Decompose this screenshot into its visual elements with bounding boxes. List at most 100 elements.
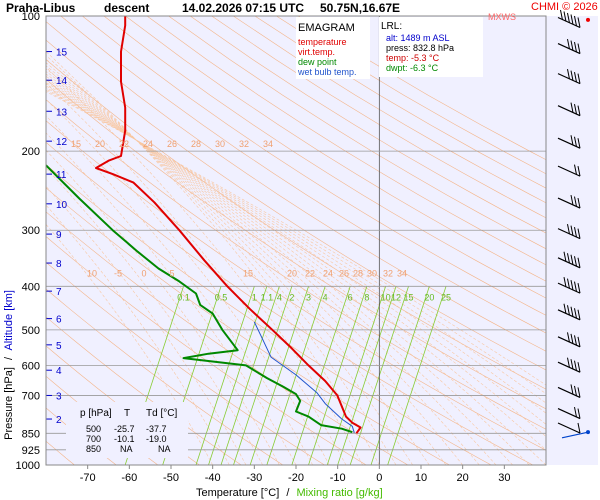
- y-axis-label-pressure: Pressure [hPa]: [3, 367, 15, 440]
- adiabat-label: 15: [243, 268, 253, 278]
- plot-frame: [45, 15, 547, 466]
- legend-item-virt-temp: virt.temp.: [298, 47, 335, 57]
- axis-ticks: 1002003004005006007008509251000234567891…: [16, 11, 511, 484]
- adiabat-label: 28: [353, 268, 363, 278]
- x-axis-label-separator: /: [286, 487, 290, 499]
- mixing-ratio-line: [387, 286, 447, 465]
- mixing-ratio-label: 10: [381, 292, 391, 302]
- mixing-ratio-label: 3: [306, 292, 311, 302]
- mixing-ratio-label: 1: [252, 292, 257, 302]
- table-cell: -25.7: [114, 424, 135, 434]
- mixing-ratio-label: 1.1: [261, 292, 274, 302]
- altitude-tick-label: 9: [56, 230, 62, 241]
- dry-adiabat: [46, 78, 546, 410]
- altitude-tick-label: 15: [56, 48, 68, 59]
- wind-barb: [557, 194, 581, 209]
- wind-barb: [557, 69, 581, 85]
- adiabat-label: 30: [367, 268, 377, 278]
- wind-barb: [557, 224, 581, 240]
- adiabat-label: 26: [339, 268, 349, 278]
- temperature-tick-label: 30: [498, 472, 510, 484]
- summary-table-background: [66, 402, 188, 458]
- dry-adiabat: [168, 16, 546, 250]
- pressure-tick-label: 850: [22, 428, 40, 440]
- mixing-ratio-label: 2: [289, 292, 294, 302]
- mixing-ratio-label: 0.1: [177, 292, 190, 302]
- lrl-altitude: alt: 1489 m ASL: [386, 33, 450, 43]
- series-wet-bulb-temp: [253, 321, 355, 433]
- dry-adiabat: [46, 21, 546, 352]
- altitude-tick-label: 11: [56, 170, 67, 181]
- altitude-tick-label: 4: [56, 366, 62, 377]
- pressure-tick-label: 1000: [16, 460, 40, 472]
- dry-adiabat: [211, 16, 546, 219]
- legend: EMAGRAM temperature virt.temp. dew point…: [296, 17, 370, 79]
- adiabat-label: 28: [191, 139, 201, 149]
- table-cell: NA: [120, 444, 133, 454]
- legend-background: [296, 17, 370, 79]
- wind-barb: [557, 164, 581, 177]
- adiabat-label: 5: [169, 268, 174, 278]
- sounding-datetime: 14.02.2026 07:15 UTC: [182, 1, 304, 15]
- mixing-ratio-label: 12: [391, 292, 401, 302]
- wind-barb: [557, 135, 581, 149]
- moist-adiabat: [46, 85, 546, 425]
- sounding-phase: descent: [104, 1, 149, 15]
- mixing-ratio-line: [337, 286, 397, 465]
- table-header-td: Td [°C]: [146, 408, 177, 419]
- mixing-ratio-line: [291, 286, 351, 465]
- adiabat-label: -5: [114, 268, 122, 278]
- dry-adiabat: [146, 16, 546, 266]
- wind-barb: [557, 422, 581, 434]
- lrl-box: LRL: alt: 1489 m ASL press: 832.8 hPa te…: [379, 17, 483, 77]
- mixing-ratio-line: [326, 286, 386, 465]
- pressure-tick-label: 300: [22, 225, 40, 237]
- altitude-tick-label: 13: [56, 107, 68, 118]
- legend-title: EMAGRAM: [298, 22, 355, 34]
- table-cell: 700: [86, 434, 101, 444]
- altitude-tick-label: 6: [56, 315, 62, 326]
- wind-panel: [546, 16, 598, 465]
- altitude-tick-label: 10: [56, 200, 68, 211]
- temperature-tick-label: -60: [121, 472, 137, 484]
- mixing-ratio-line: [308, 286, 368, 465]
- altitude-tick-label: 12: [56, 137, 68, 148]
- adiabat-label: 20: [95, 139, 105, 149]
- station-name: Praha-Libus: [6, 1, 76, 15]
- y-axis-label: Pressure [hPa] / Altitude [km]: [3, 290, 15, 440]
- mixing-ratio-label: 0.5: [215, 292, 228, 302]
- dry-adiabat: [82, 16, 546, 316]
- temperature-tick-label: -20: [288, 472, 304, 484]
- mixing-ratio-line: [370, 286, 430, 465]
- mixing-ratio-label: 15: [403, 292, 413, 302]
- dry-adiabat: [125, 16, 546, 282]
- adiabat-label: 34: [263, 139, 273, 149]
- lrl-dewpoint: dwpt: -6.3 °C: [386, 63, 439, 73]
- temperature-tick-label: -30: [246, 472, 262, 484]
- moist-adiabat: [46, 91, 546, 386]
- wind-barb: [557, 406, 581, 420]
- wind-barb: [557, 102, 581, 117]
- wind-barbs: [557, 9, 590, 439]
- temperature-tick-label: -40: [205, 472, 221, 484]
- y-axis-label-separator: /: [3, 356, 15, 360]
- table-cell: 500: [86, 424, 101, 434]
- adiabat-label: 10: [87, 268, 97, 278]
- surface-wind-dot: [586, 430, 590, 435]
- dry-adiabat: [46, 59, 546, 390]
- pressure-tick-label: 500: [22, 325, 40, 337]
- wind-barb: [557, 357, 581, 373]
- plot-area: [46, 16, 546, 465]
- legend-item-dew-point: dew point: [298, 57, 337, 67]
- moist-adiabat: [46, 65, 447, 465]
- grid-lines: [46, 16, 546, 465]
- mxws-label: MXWS: [488, 12, 516, 22]
- moist-adiabat: [46, 75, 513, 465]
- adiabat-label: 20: [287, 268, 297, 278]
- adiabat-label: 15: [71, 139, 81, 149]
- mixing-ratio-label: 6: [348, 292, 353, 302]
- table-header-pressure: p [hPa]: [80, 408, 112, 419]
- x-axis-label: Temperature [°C] / Mixing ratio [g/kg]: [196, 487, 383, 499]
- mixing-ratio-label: 8: [364, 292, 369, 302]
